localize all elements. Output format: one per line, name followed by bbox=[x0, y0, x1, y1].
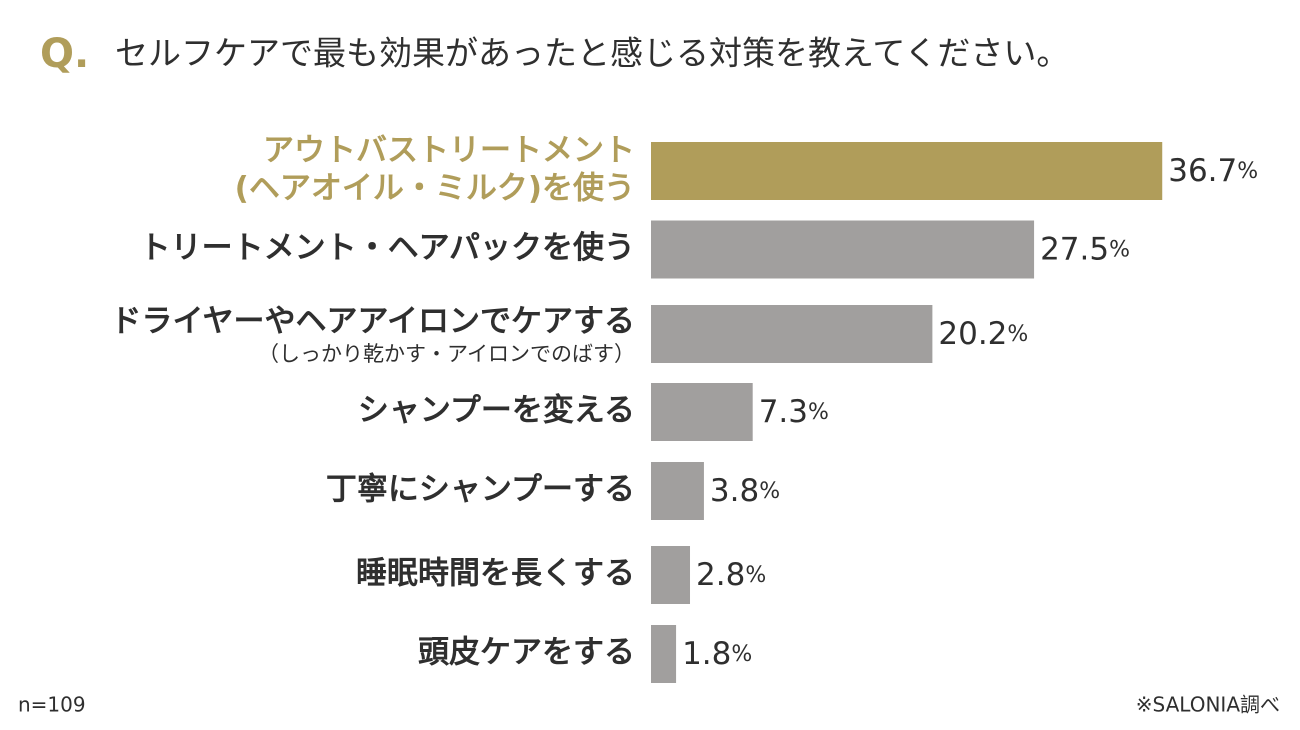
source-note: ※SALONIA調べ bbox=[1136, 693, 1280, 717]
value-label: 27.5% bbox=[1040, 231, 1130, 267]
category-label: トリートメント・ヘアパックを使う bbox=[140, 230, 635, 266]
category-note: （しっかり乾かす・アイロンでのばす） bbox=[258, 342, 635, 366]
bar bbox=[651, 142, 1163, 200]
value-label: 1.8% bbox=[682, 636, 752, 672]
value-label: 3.8% bbox=[710, 473, 780, 509]
title-prefix: Q. bbox=[40, 31, 89, 77]
value-label: 36.7% bbox=[1168, 153, 1258, 189]
bar bbox=[651, 625, 677, 683]
bar bbox=[651, 305, 933, 363]
category-label: 睡眠時間を長くする bbox=[356, 556, 635, 592]
category-label: シャンプーを変える bbox=[358, 393, 635, 429]
value-label: 20.2% bbox=[938, 316, 1028, 352]
category-label: (ヘアオイル・ミルク)を使う bbox=[235, 171, 635, 207]
category-label: アウトバストリートメント bbox=[263, 133, 635, 169]
bar bbox=[651, 462, 704, 520]
bar bbox=[651, 546, 691, 604]
bar bbox=[651, 383, 753, 441]
category-label: 丁寧にシャンプーする bbox=[326, 472, 635, 508]
value-label: 7.3% bbox=[759, 394, 829, 430]
category-label: 頭皮ケアをする bbox=[418, 635, 635, 671]
bar bbox=[651, 220, 1035, 279]
sample-size: n=109 bbox=[18, 693, 86, 717]
value-label: 2.8% bbox=[696, 557, 766, 593]
category-label: ドライヤーやヘアアイロンでケアする bbox=[110, 304, 635, 340]
chart-title: セルフケアで最も効果があったと感じる対策を教えてください。 bbox=[115, 34, 1069, 73]
